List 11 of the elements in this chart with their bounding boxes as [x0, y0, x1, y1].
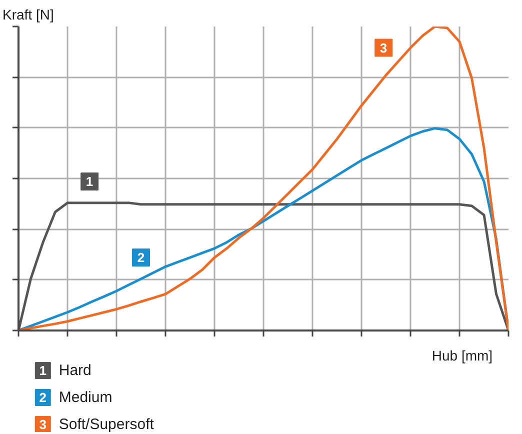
annotation: 2: [137, 250, 145, 266]
annotation: 1: [86, 174, 94, 190]
text: 2: [39, 390, 47, 405]
legend-label: Soft/Supersoft: [58, 416, 155, 433]
legend-label: Hard: [58, 362, 92, 379]
annotation: 3: [380, 40, 388, 56]
text: 3: [39, 417, 47, 432]
y-axis-title: Kraft [N]: [2, 6, 54, 22]
x-axis-title: Hub [mm]: [432, 348, 493, 364]
legend-label: Medium: [58, 389, 112, 406]
text: 1: [39, 363, 47, 378]
